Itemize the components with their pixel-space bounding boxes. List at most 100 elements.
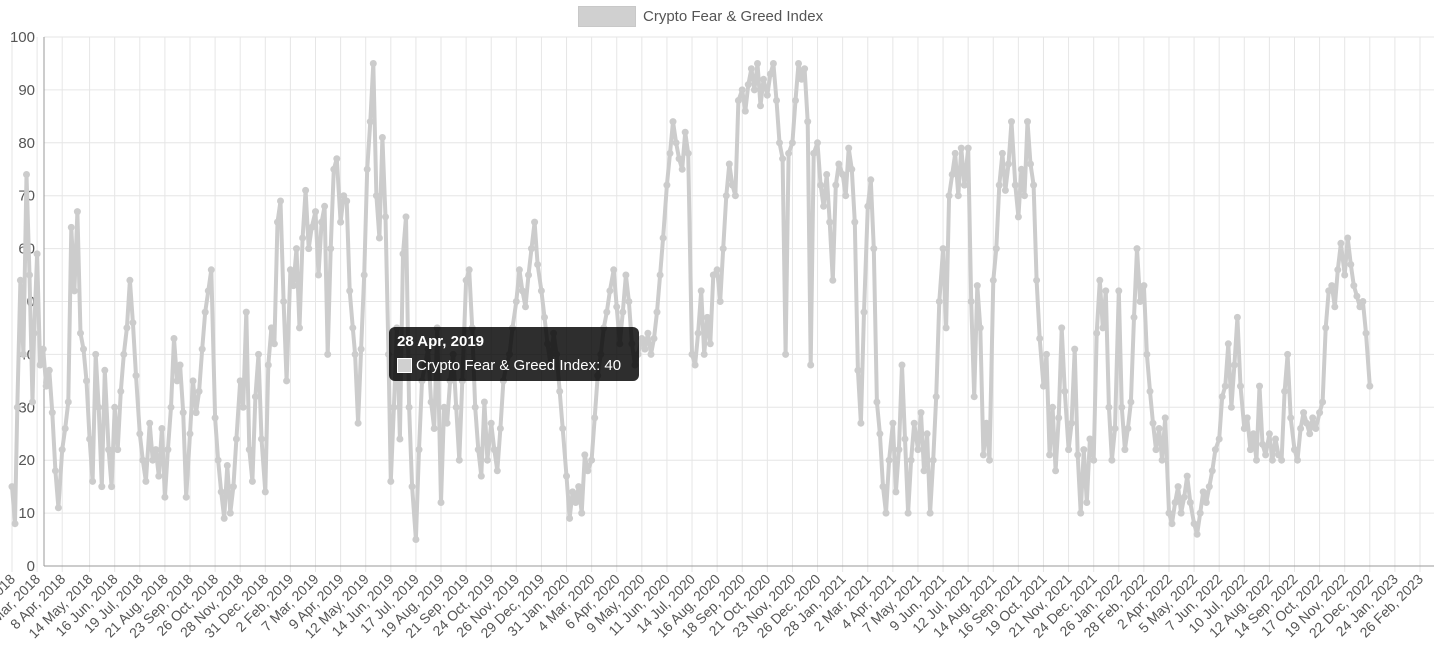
data-point[interactable] [305, 245, 313, 253]
data-point[interactable] [302, 186, 310, 194]
data-point[interactable] [939, 245, 947, 253]
data-point[interactable] [73, 208, 81, 216]
data-point[interactable] [537, 287, 545, 295]
data-point[interactable] [245, 446, 253, 454]
data-point[interactable] [945, 192, 953, 200]
data-point[interactable] [477, 472, 485, 480]
data-point[interactable] [443, 419, 451, 427]
data-point[interactable] [870, 245, 878, 253]
data-point[interactable] [826, 218, 834, 226]
data-point[interactable] [622, 271, 630, 279]
data-point[interactable] [408, 483, 416, 491]
data-point[interactable] [515, 266, 523, 274]
data-point[interactable] [1024, 118, 1031, 126]
data-point[interactable] [139, 456, 147, 464]
data-point[interactable] [1033, 276, 1041, 284]
data-point[interactable] [1171, 499, 1179, 506]
data-point[interactable] [716, 298, 724, 305]
data-point[interactable] [1347, 261, 1355, 268]
data-point[interactable] [1208, 467, 1216, 475]
data-point[interactable] [258, 435, 265, 443]
data-point[interactable] [625, 298, 633, 305]
data-point[interactable] [766, 70, 774, 78]
data-point[interactable] [382, 213, 389, 221]
data-point[interactable] [738, 86, 746, 94]
data-point[interactable] [1074, 451, 1082, 459]
data-point[interactable] [879, 483, 887, 491]
data-point[interactable] [910, 419, 918, 427]
data-point[interactable] [195, 387, 203, 395]
data-point[interactable] [351, 350, 359, 358]
data-point[interactable] [835, 160, 843, 168]
data-point[interactable] [179, 409, 187, 417]
data-point[interactable] [1043, 350, 1050, 358]
data-point[interactable] [1275, 451, 1282, 459]
data-point[interactable] [638, 335, 646, 342]
data-point[interactable] [1008, 118, 1015, 126]
data-point[interactable] [132, 372, 140, 380]
data-point[interactable] [932, 393, 940, 401]
data-point[interactable] [845, 144, 853, 152]
data-point[interactable] [832, 181, 840, 189]
data-point[interactable] [1362, 329, 1370, 337]
data-point[interactable] [691, 361, 699, 369]
data-point[interactable] [474, 446, 482, 454]
data-point[interactable] [848, 165, 856, 173]
data-point[interactable] [1202, 499, 1210, 506]
data-point[interactable] [36, 361, 44, 369]
data-point[interactable] [769, 60, 777, 67]
data-point[interactable] [239, 403, 247, 411]
data-point[interactable] [67, 223, 75, 231]
data-point[interactable] [129, 319, 137, 327]
data-point[interactable] [343, 197, 351, 205]
data-point[interactable] [820, 202, 828, 210]
data-point[interactable] [1350, 282, 1358, 290]
data-point[interactable] [518, 287, 526, 295]
data-point[interactable] [1090, 456, 1098, 464]
data-point[interactable] [101, 366, 109, 374]
data-point[interactable] [277, 197, 284, 205]
data-point[interactable] [1227, 403, 1235, 411]
data-point[interactable] [1272, 435, 1279, 443]
data-point[interactable] [929, 456, 937, 464]
data-point[interactable] [1068, 419, 1076, 427]
data-point[interactable] [1086, 435, 1094, 443]
data-point[interactable] [83, 377, 90, 385]
data-point[interactable] [823, 171, 831, 178]
data-point[interactable] [1030, 181, 1038, 189]
data-point[interactable] [264, 361, 272, 369]
data-point[interactable] [293, 245, 300, 253]
data-point[interactable] [1146, 387, 1154, 395]
data-point[interactable] [357, 345, 365, 353]
data-point[interactable] [773, 97, 780, 104]
data-point[interactable] [192, 409, 200, 417]
data-point[interactable] [641, 345, 649, 353]
data-point[interactable] [333, 155, 341, 163]
data-point[interactable] [1316, 409, 1324, 417]
data-point[interactable] [760, 75, 767, 83]
data-point[interactable] [575, 483, 583, 491]
data-point[interactable] [860, 308, 868, 316]
data-point[interactable] [1186, 499, 1194, 506]
data-point[interactable] [1017, 165, 1025, 173]
data-point[interactable] [186, 430, 194, 438]
data-point[interactable] [89, 477, 97, 485]
data-point[interactable] [917, 409, 925, 417]
data-point[interactable] [1065, 446, 1073, 454]
data-point[interactable] [610, 266, 618, 274]
data-point[interactable] [525, 271, 532, 279]
data-point[interactable] [1115, 287, 1123, 295]
data-point[interactable] [650, 335, 658, 342]
data-point[interactable] [1281, 387, 1289, 395]
legend[interactable]: Crypto Fear & Greed Index [578, 5, 823, 27]
data-point[interactable] [864, 202, 872, 210]
data-point[interactable] [613, 303, 621, 311]
data-point[interactable] [462, 276, 470, 284]
data-point[interactable] [346, 287, 354, 295]
data-point[interactable] [204, 287, 212, 295]
data-point[interactable] [340, 192, 348, 200]
data-point[interactable] [741, 107, 749, 115]
data-point[interactable] [152, 446, 160, 454]
data-point[interactable] [1356, 303, 1364, 311]
data-point[interactable] [666, 149, 674, 157]
